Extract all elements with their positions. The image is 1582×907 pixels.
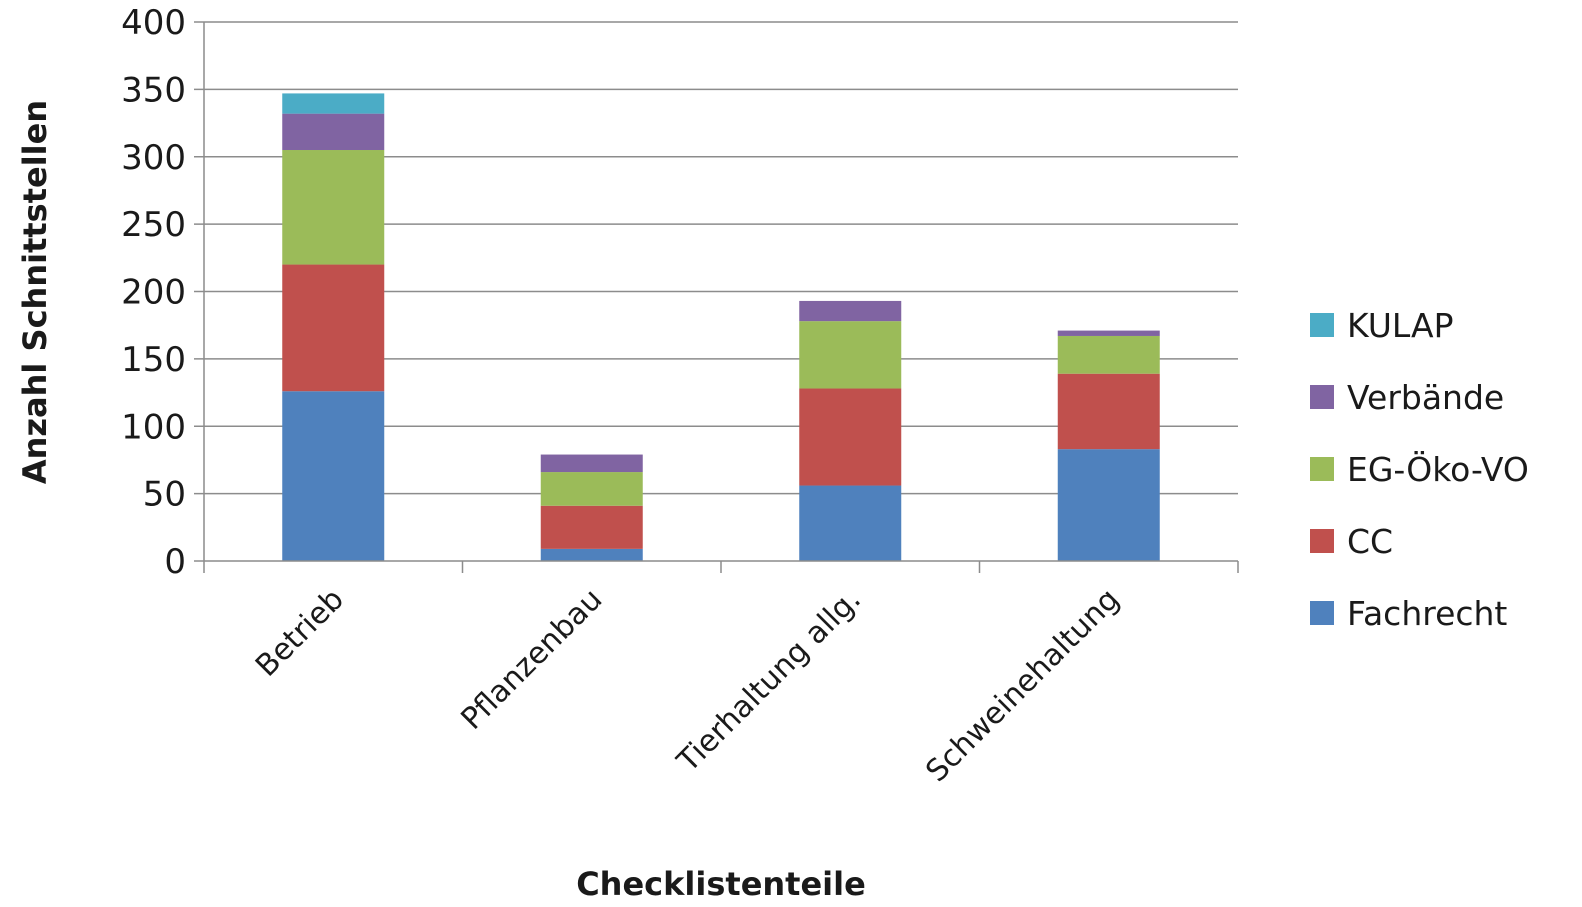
bars — [282, 93, 1160, 561]
legend-label: Verbände — [1347, 378, 1504, 417]
legend-label: EG-Öko-VO — [1347, 449, 1529, 489]
bar-segment-schweinehaltung-eg-oeko-vo — [1057, 335, 1160, 374]
y-tick-label: 0 — [164, 542, 186, 582]
x-tick-labels: Betrieb Pflanzenbau Tierhaltung allg. Schwe… — [249, 582, 1126, 789]
y-tick-label: 400 — [121, 3, 186, 43]
bar-segment-pflanzenbau-verbaende — [540, 454, 643, 473]
legend-item-cc: CC — [1310, 522, 1393, 561]
legend-item-kulap: KULAP — [1310, 306, 1454, 345]
bar-segment-pflanzenbau-eg-oeko-vo — [540, 472, 643, 506]
y-tick-label: 200 — [121, 273, 186, 313]
legend-swatch — [1310, 457, 1334, 481]
bar-segment-tierhaltung-allg-verbaende — [799, 300, 902, 322]
legend-label: Fachrecht — [1347, 594, 1507, 633]
y-tick-label: 250 — [121, 205, 186, 245]
y-tick-label: 350 — [121, 70, 186, 110]
bar-segment-betrieb-kulap — [282, 93, 385, 114]
legend-swatch — [1310, 313, 1334, 337]
y-tick-label: 150 — [121, 340, 186, 380]
y-tick-labels: 0 50 100 150 200 250 300 350 400 — [121, 3, 186, 582]
legend-swatch — [1310, 385, 1334, 409]
y-tick-label: 50 — [143, 475, 186, 515]
bar-segment-betrieb-eg-oeko-vo — [282, 150, 385, 265]
bar-segment-pflanzenbau-cc — [540, 505, 643, 549]
x-tick-label-tierhaltung-allg: Tierhaltung allg. — [670, 582, 868, 780]
legend: KULAP Verbände EG-Öko-VO CC Fachrecht — [1310, 306, 1529, 633]
legend-label: CC — [1347, 522, 1393, 561]
legend-item-eg-oeko-vo: EG-Öko-VO — [1310, 449, 1529, 489]
y-axis-title: Anzahl Schnittstellen — [16, 100, 54, 484]
bar-segment-tierhaltung-allg-fachrecht — [799, 485, 902, 561]
x-tick-label-schweinehaltung: Schweinehaltung — [919, 582, 1126, 789]
bar-segment-schweinehaltung-verbaende — [1057, 330, 1160, 336]
bar-segment-betrieb-cc — [282, 264, 385, 392]
y-tick-label: 100 — [121, 407, 186, 447]
x-tick-label-pflanzenbau: Pflanzenbau — [455, 582, 610, 737]
bar-segment-tierhaltung-allg-cc — [799, 388, 902, 486]
bar-segment-betrieb-verbaende — [282, 113, 385, 151]
axes — [194, 21, 1239, 573]
bar-segment-schweinehaltung-fachrecht — [1057, 449, 1160, 561]
legend-swatch — [1310, 601, 1334, 625]
legend-swatch — [1310, 529, 1334, 553]
legend-label: KULAP — [1347, 306, 1454, 345]
bar-segment-betrieb-fachrecht — [282, 391, 385, 561]
legend-item-verbaende: Verbände — [1310, 378, 1504, 417]
y-tick-label: 300 — [121, 138, 186, 178]
x-axis-title: Checklistenteile — [576, 865, 866, 903]
x-tick-label-betrieb: Betrieb — [249, 582, 351, 684]
bar-segment-schweinehaltung-cc — [1057, 373, 1160, 450]
bar-segment-pflanzenbau-fachrecht — [540, 548, 643, 561]
bar-segment-tierhaltung-allg-eg-oeko-vo — [799, 321, 902, 389]
legend-item-fachrecht: Fachrecht — [1310, 594, 1507, 633]
